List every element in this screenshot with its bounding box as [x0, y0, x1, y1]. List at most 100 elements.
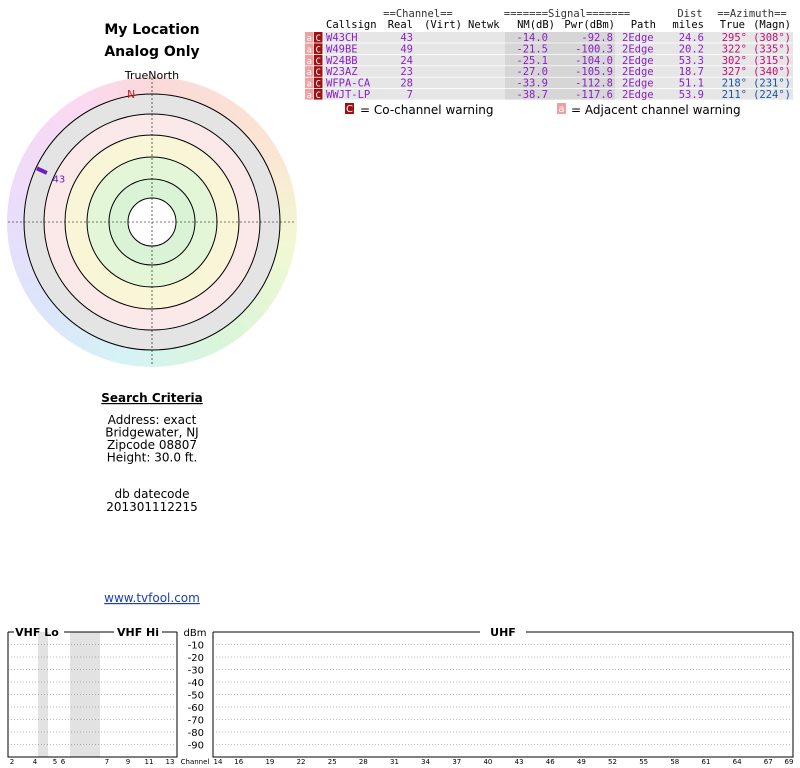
flag: C [315, 34, 320, 44]
channel-label: 14 [214, 758, 223, 766]
flag-box [314, 66, 323, 77]
cell-dist: 18.7 [679, 66, 704, 78]
y-tick-label: -10 [188, 641, 204, 652]
channel-label: 34 [421, 758, 430, 766]
flag-box [314, 43, 323, 54]
column-header: Callsign [326, 19, 377, 31]
co-text: = Co-channel warning [360, 103, 494, 117]
cell-nm: -33.9 [516, 78, 548, 90]
cell-nm: -27.0 [516, 66, 548, 78]
spectrum-chart: VHF Lo VHF Hi UHF dBm Channel -10-20-30-… [7, 626, 794, 766]
flag-box [305, 77, 314, 89]
adj-icon: a [558, 104, 564, 115]
flag: a [306, 45, 311, 55]
axis-label: Channel [181, 758, 210, 766]
channel-label: 61 [701, 758, 710, 766]
cell-az-true: 295° [722, 32, 747, 44]
cell-pwr: -92.8 [581, 32, 613, 44]
cell-dist: 51.1 [679, 78, 704, 90]
column-header: Path [631, 19, 656, 31]
cell-pwr: -100.3 [575, 43, 613, 55]
group-header: ==Channel== [383, 8, 453, 20]
co-icon: C [346, 104, 353, 115]
channel-label: 11 [145, 758, 154, 766]
cell-real: 49 [400, 43, 413, 55]
cell-az-magn: (308°) [753, 32, 791, 44]
cell-callsign: W43CH [326, 32, 358, 44]
adj-text: = Adjacent channel warning [571, 103, 741, 117]
polar-plot: N 43 [8, 78, 296, 366]
signal-bg [505, 77, 615, 89]
title: My Location [104, 22, 199, 38]
cell-pwr: -104.0 [575, 55, 613, 67]
channel-label: 49 [577, 758, 586, 766]
criteria-line: Bridgewater, NJ [105, 426, 198, 440]
flag-box [314, 54, 323, 66]
cell-callsign: W49BE [326, 43, 358, 55]
column-header: True [720, 19, 745, 31]
cell-path: 2Edge [622, 66, 654, 78]
flag-box [305, 43, 314, 54]
flag: C [315, 91, 320, 101]
cell-nm: -38.7 [516, 89, 548, 101]
y-tick-label: -70 [188, 716, 204, 727]
cell-nm: -21.5 [516, 43, 548, 55]
criteria-line: Address: exact [108, 413, 197, 427]
y-tick-label: -20 [188, 653, 204, 664]
channel-label: 37 [452, 758, 461, 766]
column-header: Pwr(dBm) [564, 19, 615, 31]
cell-az-magn: (340°) [753, 66, 791, 78]
channel-label: 7 [105, 758, 109, 766]
signal-bg [505, 32, 615, 43]
flag-box [314, 89, 323, 100]
signal-bg [505, 89, 615, 100]
db-value: 201301112215 [106, 500, 198, 514]
channel-label: 6 [61, 758, 66, 766]
cell-path: 2Edge [622, 78, 654, 90]
legend: C = Co-channel warning a = Adjacent chan… [345, 103, 741, 117]
column-header: miles [672, 19, 704, 31]
adj-icon-box [557, 103, 566, 114]
cell-pwr: -117.6 [575, 89, 613, 101]
signal-bg [505, 66, 615, 77]
column-header: NM(dB) [517, 19, 555, 31]
cell-az-true: 322° [722, 43, 747, 55]
station-marker [36, 166, 48, 175]
cell-az-true: 302° [722, 55, 747, 67]
flag: a [306, 34, 311, 44]
cell-real: 23 [400, 66, 413, 78]
co-icon-box [345, 103, 354, 114]
channel-label: 52 [608, 758, 617, 766]
flag-box [314, 32, 323, 43]
flag-box [305, 54, 314, 66]
site-link[interactable]: www.tvfool.com [104, 591, 200, 605]
cell-dist: 53.9 [679, 89, 704, 101]
cell-pwr: -112.8 [575, 78, 613, 90]
subtitle: Analog Only [104, 44, 199, 60]
station-label: 43 [52, 175, 65, 186]
channel-label: 40 [483, 758, 492, 766]
flag: C [315, 68, 320, 78]
channel-label: 55 [639, 758, 648, 766]
cell-az-magn: (335°) [753, 43, 791, 55]
flag-box [305, 66, 314, 77]
column-header: (Magn) [753, 19, 791, 31]
cell-nm: -14.0 [516, 32, 548, 44]
cell-dist: 53.3 [679, 55, 704, 67]
db-label: db datecode [114, 487, 189, 501]
cell-real: 43 [400, 32, 413, 44]
flag: a [306, 91, 311, 101]
cell-az-magn: (224°) [753, 89, 791, 101]
cell-real: 7 [407, 89, 413, 101]
cell-callsign: WFPA-CA [326, 78, 371, 90]
cell-az-true: 218° [722, 78, 747, 90]
y-tick-label: -50 [188, 691, 204, 702]
y-tick-label: -80 [188, 728, 204, 739]
north-label: TrueNorth [124, 69, 179, 82]
group-header: ==Azimuth== [717, 8, 787, 20]
y-tick-label: -60 [188, 703, 204, 714]
cell-dist: 24.6 [679, 32, 704, 44]
section-label: UHF [490, 626, 516, 639]
